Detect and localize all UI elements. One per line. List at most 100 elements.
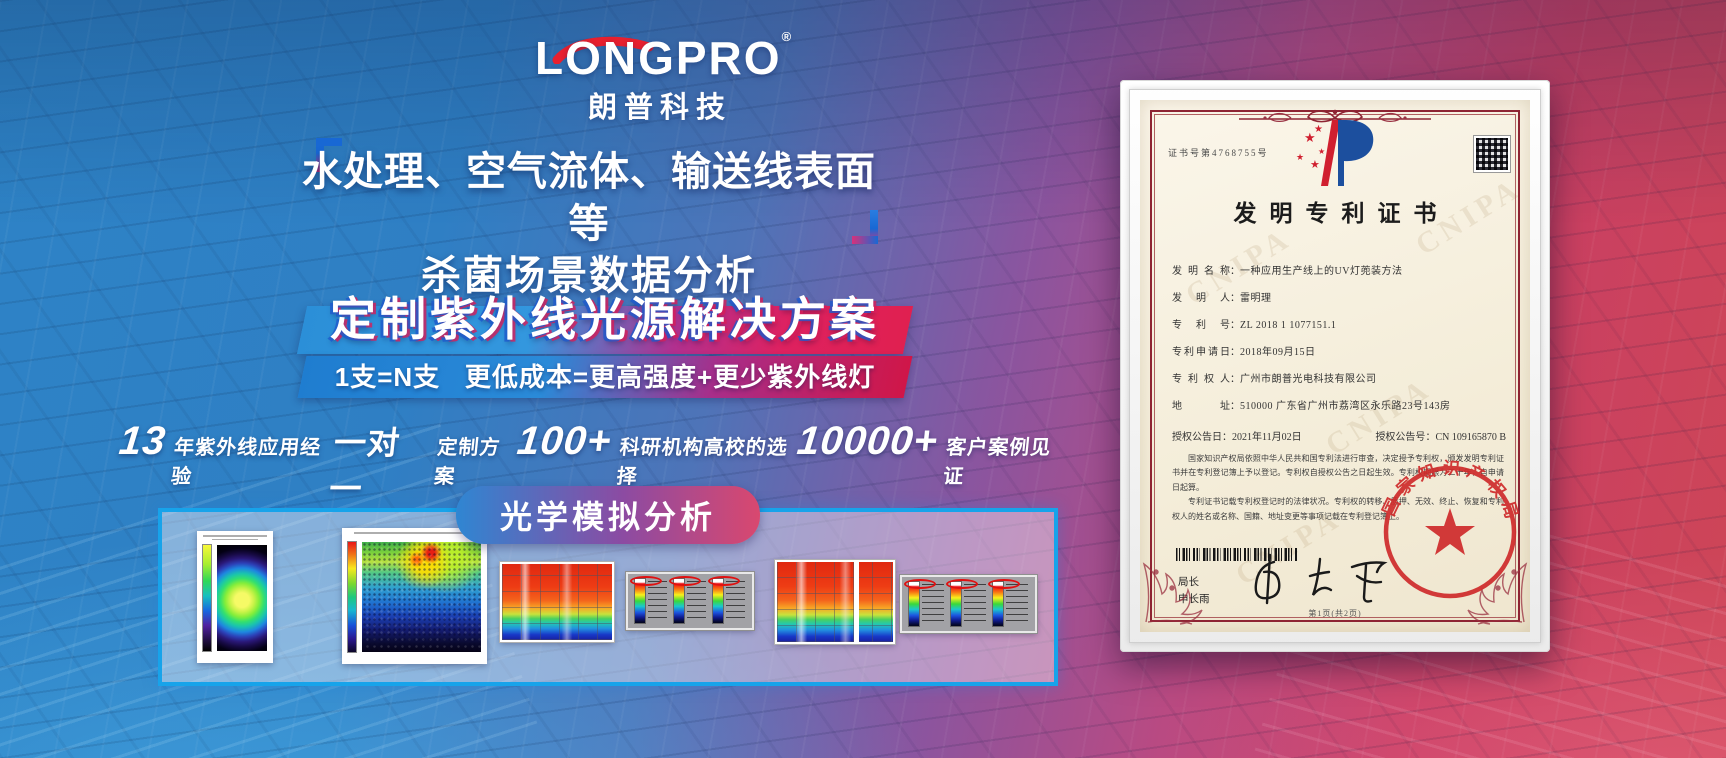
simulation-image-beam-profile [197, 531, 273, 663]
cnipa-logo-icon: ★ ★ ★ ★ ★ [1296, 120, 1374, 186]
field-colon: ： [1230, 320, 1240, 331]
colorbar [203, 545, 211, 651]
field-value: ZL 2018 1 1077151.1 [1240, 320, 1337, 331]
field-value: 2018年09月15日 [1240, 347, 1316, 358]
brand-logo-text: LONGPRO® [535, 30, 791, 84]
certificate-paragraph: 国家知识产权局依照中华人民共和国专利法进行审查，决定授予专利权，颁发发明专利证书… [1172, 454, 1504, 492]
field-colon: ： [1230, 266, 1240, 277]
page-footer: 第1页(共2页) [1308, 609, 1362, 618]
field-colon: ： [1222, 432, 1232, 443]
quote-bracket-bottom-right-icon [852, 210, 878, 244]
field-label: 专利权人 [1172, 374, 1230, 385]
certificate-number: 证书号第4768755号 [1168, 148, 1269, 158]
chart-title-line [203, 535, 267, 537]
stat-label: 年紫外线应用经验 [169, 437, 323, 488]
field-colon: ： [1230, 401, 1240, 412]
highlight-oval-icon [946, 579, 978, 589]
grant-date: 授权公告日：2021年11月02日 [1172, 428, 1302, 443]
colorbar-legend [904, 579, 944, 626]
solution-banner-title: 定制紫外线光源解决方案 [330, 293, 880, 345]
certificate-legal-text: 国家知识产权局依照中华人民共和国专利法进行审查，决定授予专利权，颁发发明专利证书… [1172, 452, 1504, 524]
field-colon: ： [1425, 432, 1436, 443]
simulation-panel-body [162, 512, 1054, 682]
stat-value: 100+ [515, 419, 614, 463]
director-title: 局长 [1178, 577, 1199, 588]
simulation-image-noise-map [342, 528, 487, 664]
colorbar [713, 579, 723, 623]
field-label: 发明名称 [1172, 266, 1230, 277]
quote-bracket-top-left-icon [316, 138, 342, 172]
headline: 水处理、空气流体、输送线表面等 杀菌场景数据分析 [289, 146, 889, 302]
director-block: 局长 申长雨 [1178, 574, 1210, 608]
colorbar [951, 582, 961, 626]
grant-number-value: CN 109165870 B [1435, 432, 1506, 443]
stat-label: 科研机构高校的选择 [615, 437, 789, 488]
director-name: 申长雨 [1178, 594, 1210, 605]
highlight-oval-icon [669, 576, 701, 586]
highlight-oval-icon [708, 576, 740, 586]
grant-row: 授权公告日：2021年11月02日 授权公告号：CN 109165870 B [1172, 428, 1506, 443]
brand-logo-subtitle: 朗普科技 [587, 92, 732, 125]
colorbar [909, 582, 919, 626]
grant-date-value: 2021年11月02日 [1232, 432, 1302, 443]
field-value: 广州市朗普光电科技有限公司 [1240, 374, 1377, 385]
grant-number-label: 授权公告号 [1375, 432, 1426, 443]
certificate-field-row: 专利申请日： 2018年09月15日 [1172, 343, 1506, 370]
colorbar-tick-labels [1006, 584, 1028, 624]
field-label: 发明人 [1172, 293, 1230, 304]
logo-wordmark: LONGPRO [535, 32, 782, 84]
irradiance-noise-plot [362, 542, 481, 652]
colorbar [674, 579, 684, 623]
ornament-flourish-icon [1239, 109, 1431, 123]
colorbar-tick-labels [964, 584, 986, 624]
colorbar-tick-labels [726, 581, 745, 621]
headline-line-2: 杀菌场景数据分析 [421, 254, 757, 298]
highlight-oval-icon [988, 579, 1020, 589]
colorbar [348, 542, 356, 652]
beam-profile-plot [217, 545, 267, 651]
patent-certificate-frame: CNIPA CNIPA CNIPA CNIPA 证书号第4768755号 ★ ★… [1120, 80, 1550, 652]
registered-mark: ® [781, 29, 794, 44]
colorbar [635, 579, 645, 623]
brand-logo: LONGPRO® 朗普科技 [535, 30, 791, 126]
field-label: 专利号 [1172, 320, 1230, 331]
solution-banner: 定制紫外线光源解决方案 [296, 288, 914, 354]
colorbar-legend [988, 579, 1028, 626]
colorbar-legend [630, 576, 667, 623]
certificate-field-row: 发明名称：一种应用生产线上的UV灯蔸装方法 [1172, 262, 1506, 289]
headline-line-1: 水处理、空气流体、输送线表面等 [302, 150, 876, 246]
stat-value: 13 [117, 419, 169, 463]
certificate-field-row: 专利权人：广州市朗普光电科技有限公司 [1172, 370, 1506, 397]
official-seal-icon: 国家知识产权局 [1379, 458, 1517, 599]
stat-item-cases: 10000+ 客户案例见证 [792, 419, 1063, 489]
simulation-image-uv-heatmap-wide [775, 560, 895, 644]
field-colon: ： [1230, 374, 1240, 385]
colorbar-tick-labels [922, 584, 944, 624]
chart-title-line [212, 539, 258, 540]
simulation-image-colorbar-legends [626, 572, 754, 630]
simulation-image-uv-heatmap [500, 562, 614, 642]
highlight-oval-icon [904, 579, 936, 589]
star-icon: ★ [1304, 130, 1316, 145]
colorbar-tick-labels [687, 581, 706, 621]
star-icon: ★ [1318, 147, 1325, 156]
star-icon: ★ [1296, 152, 1304, 162]
certificate-title: 发明专利证书 [1233, 201, 1450, 226]
lace-corner-icon [1142, 562, 1203, 625]
certificate-field-row: 发明人：雷明理 [1172, 289, 1506, 316]
certificate-paragraph: 专利证书记载专利权登记时的法律状况。专利权的转移、质押、无效、终止、恢复和专利权… [1172, 497, 1504, 521]
stat-value: 一对一 [327, 425, 403, 507]
certificate-field-row: 专利号： ZL 2018 1 1077151.1 [1172, 316, 1506, 343]
panel-divider [853, 562, 859, 642]
field-label: 地址 [1172, 401, 1230, 412]
certificate-paper: CNIPA CNIPA CNIPA CNIPA 证书号第4768755号 ★ ★… [1140, 100, 1530, 632]
field-value: 雷明理 [1240, 293, 1272, 304]
colorbar-legend [946, 579, 986, 626]
stat-item-experience: 13 年紫外线应用经验 [114, 419, 335, 489]
chart-title-line [353, 532, 476, 534]
qr-code [1474, 136, 1510, 172]
simulation-panel: 光学模拟分析 [158, 486, 1058, 686]
highlight-oval-icon [630, 576, 662, 586]
field-value: 510000 广东省广州市荔湾区永乐路23号143房 [1240, 401, 1451, 412]
